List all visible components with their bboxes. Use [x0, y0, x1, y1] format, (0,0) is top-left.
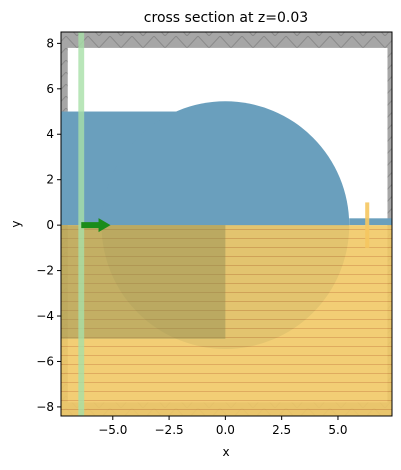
- y-axis-label: y: [9, 220, 23, 227]
- x-tick-label: 2.5: [272, 423, 291, 437]
- y-tick-label: 0: [46, 218, 54, 232]
- x-tick-label: 0.0: [216, 423, 235, 437]
- y-tick-label: 6: [46, 82, 54, 96]
- y-tick-label: −6: [36, 354, 54, 368]
- source-direction-arrow: [81, 218, 111, 233]
- y-axis: −8 −6 −4 −2 0 2 4 6 8: [36, 36, 61, 414]
- substrate: [61, 225, 392, 416]
- x-tick-label: −5.0: [98, 423, 127, 437]
- x-tick-label: 5.0: [328, 423, 347, 437]
- flux-monitor: [365, 202, 370, 248]
- plot-area: [61, 32, 392, 416]
- y-tick-label: −8: [36, 400, 54, 414]
- x-axis-label: x: [222, 445, 229, 459]
- pml-top: [61, 32, 392, 48]
- x-tick-label: −2.5: [155, 423, 184, 437]
- y-tick-label: 2: [46, 173, 54, 187]
- y-tick-label: −4: [36, 309, 54, 323]
- plot-title: cross section at z=0.03: [144, 10, 308, 26]
- y-tick-label: 8: [46, 36, 54, 50]
- disk-substrate-overlap: [61, 225, 226, 339]
- y-tick-label: 4: [46, 127, 54, 141]
- axes-frame: [60, 31, 393, 417]
- output-waveguide: [349, 218, 392, 226]
- y-tick-label: −2: [36, 264, 54, 278]
- x-axis: −5.0 −2.5 0.0 2.5 5.0: [98, 416, 348, 437]
